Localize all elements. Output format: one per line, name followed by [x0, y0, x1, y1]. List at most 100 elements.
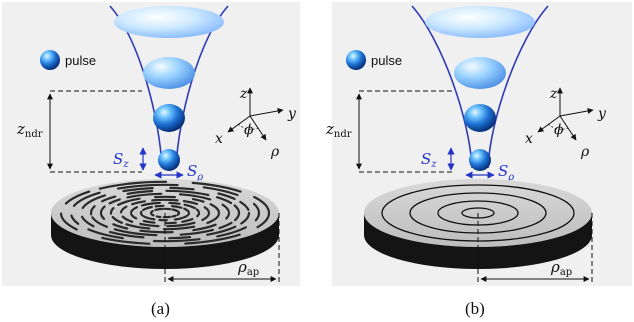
groove-segment — [186, 211, 191, 217]
groove-segment — [206, 211, 221, 225]
groove-segment — [216, 226, 247, 238]
groove-segment — [131, 200, 146, 206]
groove-segment — [191, 181, 242, 193]
groove-segment — [240, 211, 251, 225]
groove-segment — [152, 238, 201, 243]
pulse-small — [153, 104, 185, 132]
caption-b: (b) — [465, 299, 485, 318]
groove-segment — [165, 221, 177, 225]
panel-a: pulse zndr Sz Sρ z y x ρ ϕ — [2, 2, 300, 318]
legend-pulse-icon — [40, 50, 60, 70]
pulse-focus — [158, 149, 180, 171]
coordinate-axes: z y x ρ ϕ — [215, 86, 297, 160]
groove-segment — [218, 221, 233, 230]
groove-segment — [130, 206, 139, 214]
groove-segment — [209, 203, 220, 214]
groove-segment — [98, 180, 168, 190]
groove-segment — [239, 200, 250, 211]
groove-segment — [87, 228, 124, 240]
label-z-ndr: zndr — [325, 120, 352, 140]
axis-label-phi: ϕ — [244, 122, 254, 138]
groove-segment — [130, 212, 138, 220]
groove-segment — [165, 189, 210, 197]
groove-segment — [70, 214, 80, 225]
groove-segment — [150, 209, 154, 214]
label-s-rho: Sρ — [187, 162, 203, 183]
groove-segment — [142, 214, 156, 221]
groove-segment — [168, 201, 181, 205]
groove-segment — [139, 229, 174, 234]
groove-segment — [174, 215, 188, 221]
legend-pulse-label: pulse — [65, 53, 96, 68]
groove-segment — [142, 205, 153, 212]
groove-segment — [225, 211, 231, 220]
label-rho-ap: ρap — [237, 258, 259, 278]
label-s-rho: Sρ — [498, 162, 514, 183]
axis-label-y: y — [597, 106, 607, 122]
groove-segment — [168, 236, 192, 240]
groove-segment — [154, 204, 165, 208]
axis-label-rho: ρ — [270, 144, 280, 160]
pulse-medium — [143, 57, 195, 89]
axis-label-rho: ρ — [580, 144, 590, 160]
pulse-small — [464, 104, 496, 132]
pulse-large — [425, 6, 535, 38]
groove-segment — [99, 205, 106, 220]
groove-segment — [117, 183, 179, 190]
groove-segment — [166, 221, 196, 228]
groove-segment — [101, 195, 117, 203]
groove-segment — [126, 190, 154, 195]
groove-segment — [109, 207, 115, 215]
groove-segment — [109, 231, 145, 239]
label-s-z: Sz — [421, 150, 437, 170]
groove-segment — [59, 212, 78, 231]
legend-pulse-label: pulse — [371, 53, 402, 68]
groove-segment — [113, 228, 158, 237]
groove-segment — [101, 236, 151, 245]
groove-segment — [169, 186, 195, 191]
caption-a: (a) — [151, 299, 170, 318]
groove-segment — [162, 225, 196, 231]
groove-segment — [122, 187, 154, 193]
groove-segment — [126, 192, 163, 199]
beam-envelope-left — [411, 5, 473, 169]
groove-segment — [179, 228, 214, 236]
groove-segment — [119, 205, 128, 214]
groove-segment — [91, 216, 109, 228]
label-rho-ap: ρap — [550, 258, 572, 278]
axis-label-y: y — [287, 106, 297, 122]
pulse-large — [114, 6, 224, 38]
panel-b: pulse zndr Sz Sρ z y x ρ ϕ — [325, 2, 632, 318]
groove-segment — [217, 192, 236, 200]
groove-segment — [253, 195, 271, 215]
axis-label-x: x — [215, 131, 223, 147]
groove-segment — [142, 219, 156, 224]
groove-segment — [139, 222, 160, 228]
groove-segment — [191, 198, 205, 203]
label-s-z: Sz — [113, 150, 129, 170]
axis-label-x: x — [525, 131, 533, 147]
groove-segment — [151, 198, 179, 202]
coordinate-axes: z y x ρ ϕ — [525, 86, 607, 160]
pulse-focus — [469, 149, 491, 171]
groove-segment — [81, 194, 106, 210]
axis-label-z: z — [549, 86, 558, 102]
groove-segment — [108, 198, 121, 205]
groove-segment — [178, 193, 212, 201]
label-z-ndr: zndr — [16, 120, 43, 140]
groove-segment — [80, 215, 95, 228]
groove-segment — [206, 225, 237, 236]
groove-segment — [221, 203, 230, 213]
groove-segment — [64, 190, 91, 205]
groove-segment — [182, 200, 199, 205]
groove-segment — [233, 204, 241, 215]
groove-segment — [112, 223, 129, 230]
groove-segment — [195, 208, 200, 214]
beam-envelope-right — [487, 5, 549, 169]
groove-segment — [155, 215, 162, 219]
axis-label-phi: ϕ — [554, 122, 564, 138]
groove-segment — [252, 202, 261, 215]
groove-segment — [72, 191, 101, 207]
groove-segment — [140, 201, 161, 207]
